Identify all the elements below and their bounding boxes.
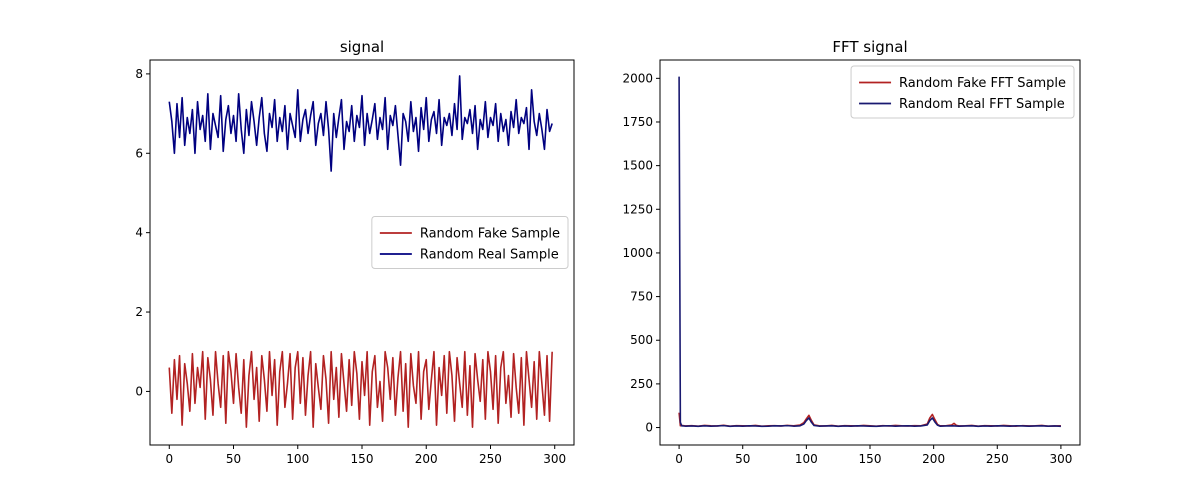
- y-tick-label: 1500: [622, 159, 653, 173]
- y-tick-label: 1750: [622, 115, 653, 129]
- x-tick-label: 150: [351, 452, 374, 466]
- y-tick-label: 1000: [622, 246, 653, 260]
- y-tick-label: 250: [630, 377, 653, 391]
- x-tick-label: 150: [859, 452, 882, 466]
- series-line-random-fake-sample: [168, 350, 553, 428]
- fft-signal-chart-series: [678, 76, 1061, 428]
- legend-label: Random Real FFT Sample: [899, 97, 1065, 112]
- signal-chart-frame: [149, 59, 575, 446]
- y-tick-label: 500: [630, 333, 653, 347]
- x-tick-label: 250: [986, 452, 1009, 466]
- legend-box: [850, 65, 1075, 119]
- x-tick-label: 50: [735, 452, 750, 466]
- fft-signal-chart-title: FFT signal: [832, 38, 907, 56]
- legend-label: Random Fake Sample: [420, 227, 560, 242]
- series-line-random-real-fft-sample: [678, 76, 1061, 428]
- x-tick-label: 0: [165, 452, 173, 466]
- signal-chart-title: signal: [340, 38, 384, 56]
- fft-signal-chart: FFT signal 0 50 100 150 200 250 300 0 250 500 750 1…: [622, 38, 1081, 466]
- signal-chart-series: [168, 75, 553, 428]
- x-tick-label: 300: [1049, 452, 1072, 466]
- x-tick-label: 100: [286, 452, 309, 466]
- x-tick-label: 250: [479, 452, 502, 466]
- y-tick-label: 1250: [622, 202, 653, 216]
- fft-signal-chart-frame: [659, 59, 1081, 446]
- series-line-random-real-sample: [168, 75, 553, 172]
- x-tick-label: 50: [226, 452, 241, 466]
- y-tick-label: 8: [135, 67, 143, 81]
- signal-chart: signal 0 50 100 150 200 250 300 0 2 4 6 8 Random Fa…: [135, 38, 575, 466]
- y-tick-label: 0: [645, 421, 653, 435]
- x-tick-label: 300: [543, 452, 566, 466]
- fft-signal-chart-ticks: 0 50 100 150 200 250 300 0 250 500 750 1000 1250 1500…: [622, 71, 1072, 466]
- signal-chart-ticks: 0 50 100 150 200 250 300 0 2 4 6 8: [135, 67, 566, 466]
- y-tick-label: 2: [135, 305, 143, 319]
- y-tick-label: 4: [135, 226, 143, 240]
- x-tick-label: 200: [922, 452, 945, 466]
- signal-chart-legend: Random Fake Sample Random Real Sample: [371, 216, 569, 269]
- legend-box: [371, 216, 569, 269]
- fft-signal-chart-legend: Random Fake FFT Sample Random Real FFT Sa…: [850, 65, 1075, 119]
- legend-label: Random Real Sample: [420, 248, 559, 263]
- x-tick-label: 100: [795, 452, 818, 466]
- y-tick-label: 0: [135, 384, 143, 398]
- y-tick-label: 2000: [622, 71, 653, 85]
- x-tick-label: 200: [415, 452, 438, 466]
- legend-label: Random Fake FFT Sample: [899, 76, 1066, 91]
- y-tick-label: 6: [135, 146, 143, 160]
- y-tick-label: 750: [630, 290, 653, 304]
- x-tick-label: 0: [675, 452, 683, 466]
